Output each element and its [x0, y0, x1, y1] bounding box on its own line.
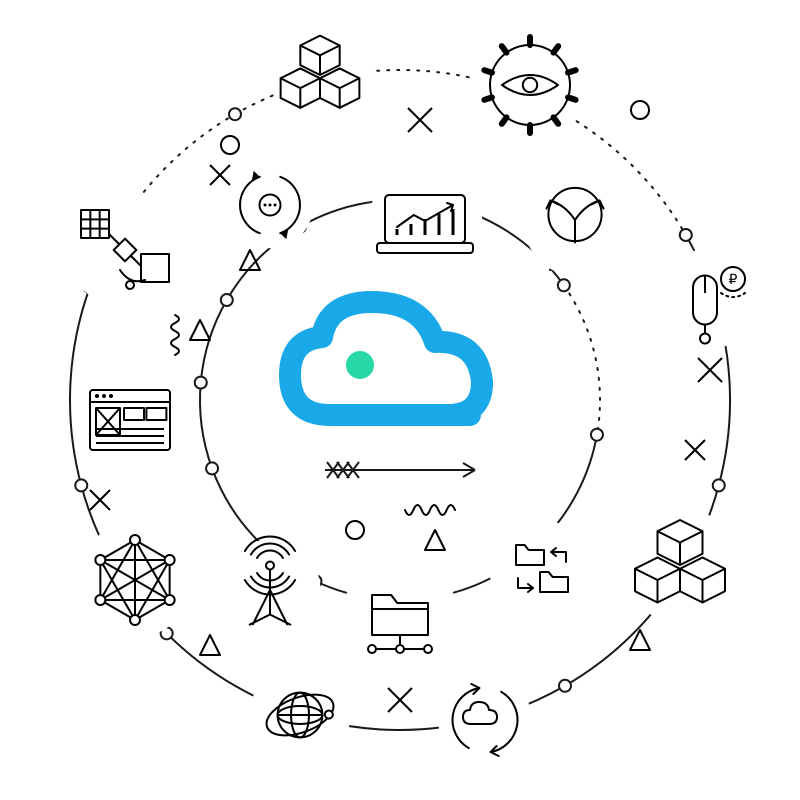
accent-triangle	[425, 530, 445, 550]
cubes-right-icon	[622, 507, 737, 622]
folder-network-icon	[342, 557, 457, 672]
eye-gear-icon	[472, 27, 587, 142]
mouse-coin-icon: ₽	[655, 250, 756, 351]
divider-arrow	[325, 462, 475, 478]
antenna-icon	[220, 537, 321, 641]
cloud-refresh-icon	[438, 673, 532, 767]
fork-arrows-icon	[525, 175, 626, 276]
accent-triangle	[200, 635, 220, 655]
satellite-icon	[67, 192, 182, 307]
svg-text:₽: ₽	[729, 271, 738, 287]
browser-wireframe-icon	[72, 362, 187, 477]
accent-circle	[346, 521, 364, 539]
accent-x	[408, 108, 432, 132]
cube-network-icon	[77, 522, 192, 637]
globe-orbit-icon	[250, 665, 351, 766]
accent-squiggle	[405, 505, 455, 515]
folders-sync-icon	[490, 520, 591, 621]
cubes-top-icon	[270, 25, 371, 126]
accent-triangle	[190, 320, 210, 340]
accent-x	[685, 440, 705, 460]
accent-circle	[221, 136, 239, 154]
accent-circle	[631, 101, 649, 119]
accent-x	[210, 165, 230, 185]
accent-x	[698, 358, 722, 382]
cloud-logo	[290, 302, 482, 415]
laptop-chart-icon	[367, 167, 482, 282]
accent-x	[90, 490, 110, 510]
refresh-circle-icon	[227, 162, 313, 248]
accent-squiggle	[171, 315, 179, 355]
accent-x	[388, 688, 412, 712]
